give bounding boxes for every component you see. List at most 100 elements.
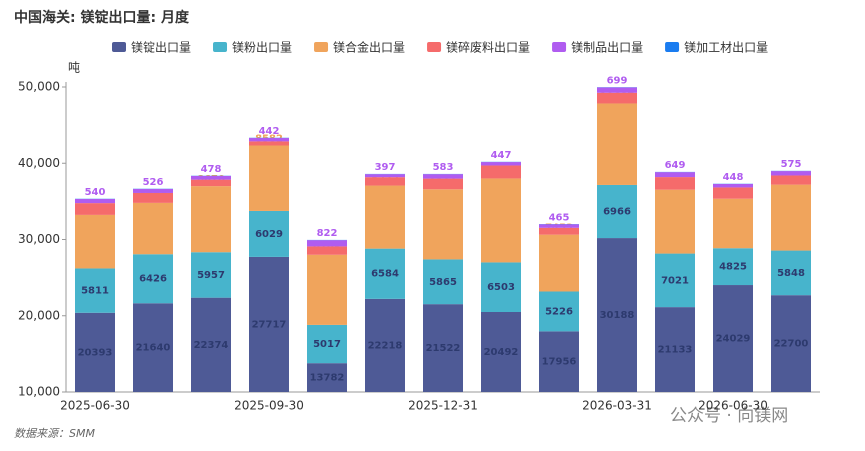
source: 数据来源：SMM [14,427,95,440]
bar-segment [365,185,405,249]
y-tick-label: 10,000 [18,385,60,399]
bar-segment [133,192,173,203]
value-label: 5811 [81,286,109,297]
value-label: 21522 [426,343,461,354]
bar-segment [655,307,695,392]
bar-segment [307,363,347,392]
legend-label: 镁合金出口量 [333,40,405,55]
bar-segment [365,177,405,186]
bar-segment [481,178,521,263]
x-tick-label: 2026-06-30 [698,399,768,413]
bar-segment [597,103,637,185]
bar-segment [75,312,115,392]
bar-segment [771,184,811,251]
value-label: 5226 [545,306,573,317]
chart-title: 中国海关: 镁锭出口量: 月度 [14,9,190,26]
bar-segment [423,174,463,179]
y-tick-label: 40,000 [18,156,60,170]
legend-label: 镁制品出口量 [571,41,643,55]
x-tick-label: 2025-09-30 [234,399,304,413]
legend-swatch [552,42,567,52]
value-label: 397 [375,162,396,173]
bar-segment [307,240,347,247]
value-label: 5865 [429,277,457,288]
value-label: 5017 [313,339,341,350]
bar-segment [307,254,347,325]
bar-segment [249,138,289,142]
value-label: 478 [201,164,222,175]
bar-segment [191,179,231,187]
legend-label: 镁粉出口量 [232,41,292,55]
bar-segment [713,187,753,199]
value-label: 6426 [139,274,167,285]
value-label: 4825 [719,262,747,273]
value-label: 17956 [542,357,577,368]
bar-segment [539,224,579,228]
bar-segment [307,324,347,364]
legend-label: 镁碎废料出口量 [446,40,530,55]
legend-label: 镁锭出口量 [131,41,191,55]
legend-label: 镁加工材出口量 [684,41,768,55]
value-label: 822 [317,228,338,239]
bar-segment [771,171,811,176]
value-label: 465 [549,212,570,223]
value-label: 21133 [658,345,693,356]
legend-swatch [427,42,442,52]
value-label: 6503 [487,282,515,293]
legend-swatch [112,42,126,52]
value-label: 699 [607,75,628,86]
bar-segment [771,175,811,185]
value-label: 6584 [371,269,399,280]
bar-segment [539,227,579,235]
bar-segment [481,311,521,392]
bar-segment [655,189,695,254]
value-label: 20393 [78,347,113,358]
value-label: 24029 [716,334,751,345]
bar-segment [365,298,405,392]
bar-segment [481,162,521,166]
y-tick-label: 50,000 [18,80,60,94]
bar-segment [655,177,695,190]
value-label: 27717 [252,319,287,330]
bar-segment [423,178,463,190]
bar-segment [713,248,753,286]
bar-segment [75,268,115,313]
value-label: 22374 [194,340,229,351]
value-label: 13782 [310,373,345,384]
bar-segment [423,304,463,392]
bar-segment [307,246,347,255]
value-label: 649 [665,160,686,171]
value-label: 22700 [774,339,809,350]
bar-segment [597,184,637,239]
legend-swatch [665,42,680,52]
bar-segment [597,238,637,392]
bar-segment [713,285,753,392]
value-label: 7021 [661,275,689,286]
value-label: 6966 [603,207,631,218]
value-label: 5848 [777,268,805,279]
bar-segment [75,203,115,215]
bar-segment [713,184,753,188]
bar-segment [191,252,231,298]
bar-segment [133,188,173,193]
value-label: 30188 [600,310,635,321]
y-tick-label: 30,000 [18,232,60,246]
bar-segment [191,297,231,392]
x-tick-label: 2026-03-31 [582,399,652,413]
bar-segment [597,92,637,104]
bar-segment [539,291,579,332]
bar-segment [655,253,695,308]
bar-segment [713,198,753,249]
value-label: 448 [723,172,744,183]
value-label: 583 [433,162,454,173]
value-label: 20492 [484,347,519,358]
bar-segment [133,202,173,255]
value-label: 21640 [136,343,171,354]
value-label: 442 [259,126,280,137]
bar-segment [249,145,289,211]
bar-segment [481,165,521,179]
watermark: 公众号 · 向镁网 [670,406,788,426]
legend-swatch [314,42,329,52]
bar-segment [249,256,289,392]
bar-segment [423,259,463,305]
